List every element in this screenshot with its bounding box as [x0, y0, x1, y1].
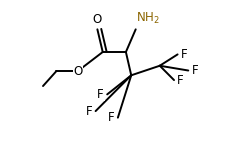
Text: O: O [73, 65, 82, 78]
Text: F: F [85, 105, 92, 118]
Text: F: F [108, 111, 114, 124]
Text: F: F [180, 48, 187, 61]
Text: F: F [191, 64, 197, 77]
Text: F: F [97, 88, 104, 101]
Text: O: O [92, 13, 101, 26]
Text: F: F [177, 74, 183, 86]
Text: NH$_2$: NH$_2$ [135, 11, 159, 26]
